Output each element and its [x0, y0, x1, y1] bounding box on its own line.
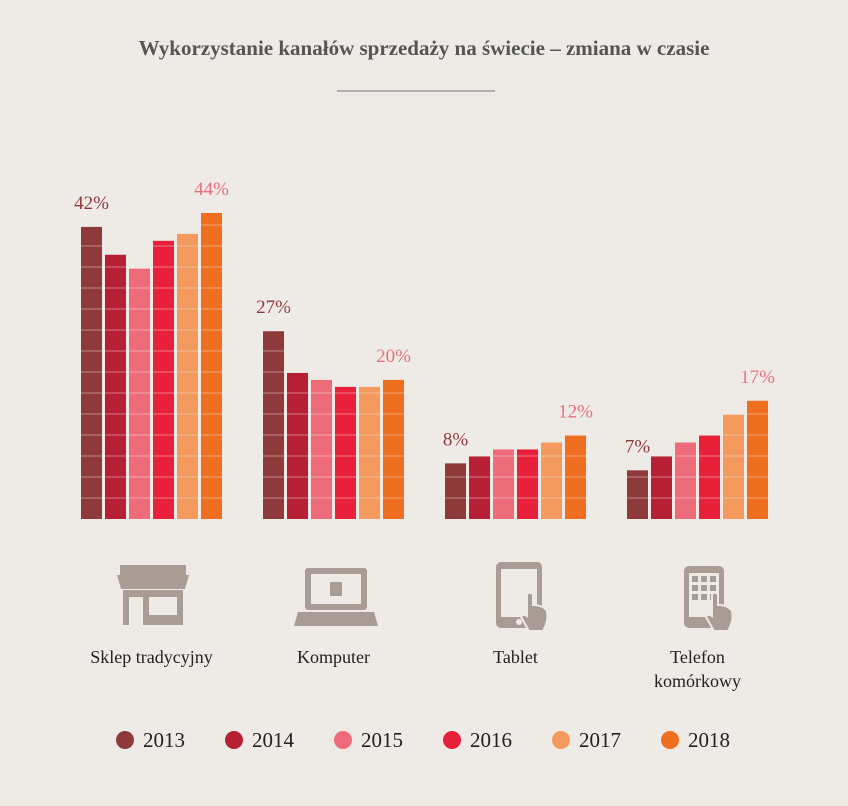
value-label: 7% — [625, 436, 651, 457]
bar — [201, 213, 222, 519]
bar — [263, 331, 284, 519]
bar — [493, 449, 514, 519]
value-label: 44% — [194, 179, 229, 200]
category-label: Komputer — [297, 647, 370, 667]
legend-marker — [443, 731, 461, 749]
icon-shop — [117, 565, 189, 625]
bar — [723, 414, 744, 519]
bar — [383, 379, 404, 519]
bar — [699, 435, 720, 519]
category-label: Sklep tradycyjny — [90, 647, 213, 667]
icon-tablet — [496, 562, 549, 632]
bar — [311, 379, 332, 519]
bar — [129, 268, 150, 519]
legend-label: 2016 — [470, 728, 512, 752]
bar — [335, 386, 356, 519]
value-label: 27% — [256, 297, 291, 318]
bar — [81, 226, 102, 519]
value-label: 17% — [740, 367, 775, 388]
bar — [565, 435, 586, 519]
bar — [517, 449, 538, 519]
legend-label: 2017 — [579, 728, 621, 752]
legend-marker — [225, 731, 243, 749]
bar — [675, 442, 696, 519]
value-label: 42% — [74, 193, 109, 214]
category-label: Tablet — [493, 647, 538, 667]
bar — [177, 233, 198, 519]
bar — [287, 372, 308, 519]
chart-title: Wykorzystanie kanałów sprzedaży na świec… — [139, 36, 710, 60]
category-label: Telefon komórkowy — [654, 647, 741, 691]
legend-label: 2018 — [688, 728, 730, 752]
bar — [445, 463, 466, 519]
value-label: 20% — [376, 346, 411, 367]
bar — [469, 456, 490, 519]
bar — [541, 442, 562, 519]
bar — [651, 456, 672, 519]
bar — [359, 386, 380, 519]
icon-laptop — [294, 568, 378, 626]
legend-label: 2014 — [252, 728, 295, 752]
legend-marker — [116, 731, 134, 749]
legend-label: 2013 — [143, 728, 185, 752]
bar — [627, 470, 648, 519]
legend-marker — [552, 731, 570, 749]
value-label: 8% — [443, 429, 469, 450]
legend-marker — [334, 731, 352, 749]
bar — [105, 254, 126, 519]
icon-phone — [684, 566, 734, 632]
bar — [747, 400, 768, 519]
legend-label: 2015 — [361, 728, 403, 752]
bar — [153, 240, 174, 519]
legend-marker — [661, 731, 679, 749]
value-label: 12% — [558, 402, 593, 423]
